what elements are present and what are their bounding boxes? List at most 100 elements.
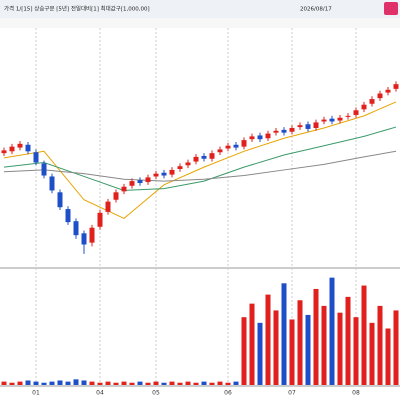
candle-body xyxy=(105,201,111,212)
legend-strip xyxy=(0,18,400,28)
volume-bar xyxy=(353,317,359,385)
volume-bar xyxy=(97,382,103,385)
volume-bar xyxy=(193,382,199,385)
candle-body xyxy=(361,104,367,110)
toolbar-button[interactable] xyxy=(384,2,398,15)
volume-bar xyxy=(49,381,55,385)
volume-bar xyxy=(337,312,343,385)
candle-body xyxy=(385,89,391,93)
candle-body xyxy=(305,124,311,129)
x-tick-label: 01 xyxy=(32,390,40,397)
candle-body xyxy=(209,153,215,159)
volume-bar xyxy=(41,382,47,385)
candle-body xyxy=(337,117,343,121)
moving-average-line xyxy=(3,101,397,219)
volume-bar xyxy=(17,381,23,385)
volume-bar xyxy=(73,379,79,385)
volume-bar xyxy=(145,382,151,385)
volume-bar xyxy=(289,319,295,385)
candle-body xyxy=(41,163,47,176)
volume-bar xyxy=(329,277,335,385)
volume-bar xyxy=(137,381,143,385)
candle-body xyxy=(249,136,255,140)
volume-bar xyxy=(377,305,383,385)
candle-body xyxy=(297,125,303,128)
candle-body xyxy=(217,149,223,153)
volume-bar xyxy=(57,380,63,385)
volume-bar xyxy=(9,382,15,385)
volume-bar xyxy=(385,328,391,385)
volume-bar xyxy=(25,380,31,385)
candle-body xyxy=(169,169,175,175)
volume-bar xyxy=(257,322,263,385)
volume-bar xyxy=(185,381,191,385)
volume-bar xyxy=(249,303,255,385)
toolbar-text: 가격 1/[15] 상승구분 [5년] 전일대비[1] 최대값구[1,000,0… xyxy=(4,5,150,13)
candle-body xyxy=(201,155,207,159)
volume-bar xyxy=(129,382,135,385)
volume-bar xyxy=(313,288,319,385)
volume-bar xyxy=(345,296,351,385)
volume-bar xyxy=(65,381,71,385)
x-tick-label: 08 xyxy=(352,390,360,397)
volume-bar xyxy=(81,380,87,385)
toolbar-date: 2026/08/17 xyxy=(300,7,332,13)
candle-body xyxy=(241,140,247,147)
moving-average-line xyxy=(3,150,397,182)
volume-bar xyxy=(169,381,175,385)
candle-body xyxy=(121,186,127,192)
volume-bar xyxy=(241,317,247,385)
candle-body xyxy=(65,209,71,223)
volume-bar xyxy=(281,283,287,385)
volume-bar xyxy=(273,310,279,385)
candle-body xyxy=(137,180,143,183)
candle-body xyxy=(273,130,279,133)
volume-bar xyxy=(321,305,327,385)
volume-bar xyxy=(233,381,239,385)
moving-average-line xyxy=(3,126,397,191)
candle-body xyxy=(265,133,271,139)
candle-body xyxy=(313,122,319,128)
candle-body xyxy=(153,173,159,177)
volume-bar xyxy=(305,314,311,385)
candle-body xyxy=(233,144,239,148)
candle-body xyxy=(89,227,95,243)
volume-bar xyxy=(201,381,207,385)
candle-body xyxy=(345,115,351,117)
candle-body xyxy=(353,110,359,115)
candle-body xyxy=(1,150,7,154)
volume-bar xyxy=(225,382,231,385)
candle-body xyxy=(193,156,199,162)
volume-bar xyxy=(297,300,303,385)
volume-bar xyxy=(153,381,159,385)
volume-bar xyxy=(121,381,127,385)
volume-bar xyxy=(361,285,367,385)
candle-body xyxy=(177,166,183,170)
candle-body xyxy=(9,146,15,152)
candle-body xyxy=(33,152,39,163)
volume-bar xyxy=(113,382,119,385)
x-tick-label: 07 xyxy=(288,390,296,397)
candle-body xyxy=(113,192,119,200)
candle-body xyxy=(393,84,399,89)
volume-bar xyxy=(161,382,167,385)
candle-body xyxy=(225,145,231,149)
candle-body xyxy=(321,119,327,122)
candle-body xyxy=(145,177,151,183)
volume-bar xyxy=(89,381,95,385)
candle-body xyxy=(185,162,191,166)
candle-body xyxy=(25,144,31,152)
candle-body xyxy=(129,181,135,186)
candle-body xyxy=(377,93,383,99)
candle-body xyxy=(73,221,79,236)
candle-body xyxy=(57,192,63,208)
x-tick-label: 04 xyxy=(96,390,104,397)
volume-bar xyxy=(217,381,223,385)
candle-body xyxy=(369,99,375,104)
volume-bar xyxy=(177,382,183,385)
volume-bar xyxy=(393,310,399,385)
volume-bar xyxy=(105,381,111,385)
candle-body xyxy=(281,129,287,133)
candle-body xyxy=(81,233,87,245)
volume-bar xyxy=(369,322,375,385)
